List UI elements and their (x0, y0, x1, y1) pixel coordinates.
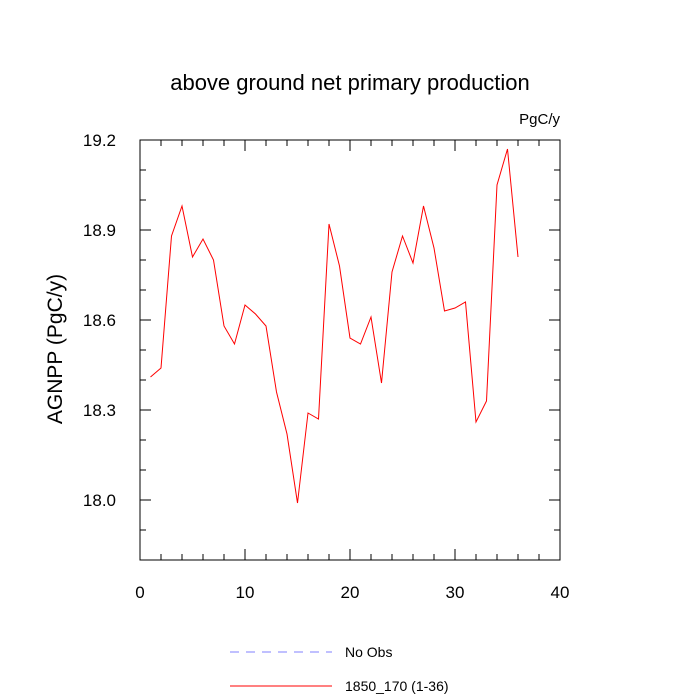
y-tick-label: 19.2 (83, 131, 116, 150)
x-tick-label: 20 (341, 583, 360, 602)
units-label: PgC/y (519, 111, 560, 128)
tick-labels: 0 10 20 30 40 18.0 18.3 18.6 18.9 19.2 (83, 131, 570, 602)
y-axis-label: AGNPP (PgC/y) (44, 274, 67, 424)
x-tick-label: 40 (551, 583, 570, 602)
x-tick-label: 10 (236, 583, 255, 602)
y-tick-label: 18.0 (83, 491, 116, 510)
y-tick-label: 18.9 (83, 221, 116, 240)
axis-ticks (139, 139, 561, 560)
legend-label: No Obs (345, 644, 392, 660)
legend-label: 1850_170 (1-36) (345, 678, 449, 694)
plot-frame (139, 139, 561, 561)
series-line (150, 148, 519, 504)
y-tick-label: 18.3 (83, 401, 116, 420)
legend: No Obs 1850_170 (1-36) (230, 644, 449, 694)
x-tick-label: 0 (135, 583, 144, 602)
series-layer (150, 148, 519, 504)
x-tick-label: 30 (446, 583, 465, 602)
chart-title: above ground net primary production (170, 70, 530, 95)
y-tick-label: 18.6 (83, 311, 116, 330)
